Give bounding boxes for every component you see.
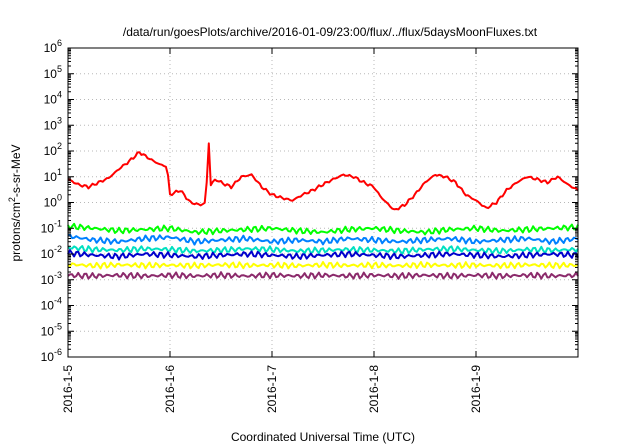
chart-title: /data/run/goesPlots/archive/2016-01-09/2… (123, 25, 538, 39)
y-tick-label: 10-6 (41, 347, 62, 364)
y-axis-label-sup: 2 (7, 197, 17, 202)
y-tick-label: 105 (44, 64, 62, 81)
y-tick-label: 10-1 (41, 218, 62, 235)
x-tick-label: 2016-1-7 (265, 365, 279, 413)
y-axis-label-base: protons/cm (9, 202, 23, 261)
y-tick-label: 100 (44, 193, 62, 210)
x-axis-label: Coordinated Universal Time (UTC) (231, 430, 415, 444)
y-tick-exponent: 3 (57, 115, 62, 125)
y-tick-label: 102 (44, 141, 62, 158)
y-tick-base: 10 (44, 118, 58, 132)
series-layer (67, 142, 579, 280)
y-tick-label: 10-5 (41, 321, 62, 338)
y-tick-base: 10 (44, 41, 58, 55)
y-tick-exponent: 4 (57, 90, 62, 100)
y-tick-exponent: 5 (57, 64, 62, 74)
y-tick-base: 10 (41, 299, 55, 313)
y-tick-label: 104 (44, 90, 62, 107)
y-tick-label: 103 (44, 115, 62, 132)
y-tick-label: 101 (44, 167, 62, 184)
y-tick-label: 10-3 (41, 270, 62, 287)
series-line (67, 271, 579, 280)
y-tick-exponent: 6 (57, 38, 62, 48)
series-line (67, 142, 579, 211)
y-tick-base: 10 (41, 221, 55, 235)
series-line (67, 222, 579, 236)
y-tick-label: 106 (44, 38, 62, 55)
y-axis-label: protons/cm2-s-sr-MeV (7, 144, 23, 261)
y-tick-label: 10-4 (41, 296, 62, 313)
y-tick-exponent: -2 (54, 244, 62, 254)
y-tick-exponent: 0 (57, 193, 62, 203)
y-tick-exponent: 2 (57, 141, 62, 151)
y-tick-base: 10 (41, 350, 55, 364)
y-tick-base: 10 (44, 67, 58, 81)
y-tick-base: 10 (44, 144, 58, 158)
y-tick-base: 10 (41, 247, 55, 261)
x-tick-label: 2016-1-8 (367, 365, 381, 413)
y-tick-label: 10-2 (41, 244, 62, 261)
y-tick-exponent: -5 (54, 321, 62, 331)
series-line (67, 233, 579, 246)
series-line (67, 249, 579, 261)
y-tick-exponent: -4 (54, 296, 62, 306)
y-tick-exponent: 1 (57, 167, 62, 177)
x-tick-label: 2016-1-6 (163, 365, 177, 413)
y-tick-base: 10 (44, 170, 58, 184)
series-line (67, 261, 579, 270)
y-tick-exponent: -6 (54, 347, 62, 357)
x-tick-label: 2016-1-5 (61, 365, 75, 413)
y-tick-base: 10 (41, 273, 55, 287)
y-tick-base: 10 (41, 324, 55, 338)
tick-layer: 10-610-510-410-310-210-11001011021031041… (41, 38, 578, 413)
y-tick-base: 10 (44, 196, 58, 210)
y-tick-exponent: -1 (54, 218, 62, 228)
y-tick-exponent: -3 (54, 270, 62, 280)
y-axis-label-rest: -s-sr-MeV (9, 144, 23, 197)
x-tick-label: 2016-1-9 (469, 365, 483, 413)
y-tick-base: 10 (44, 93, 58, 107)
series-line (67, 245, 579, 255)
